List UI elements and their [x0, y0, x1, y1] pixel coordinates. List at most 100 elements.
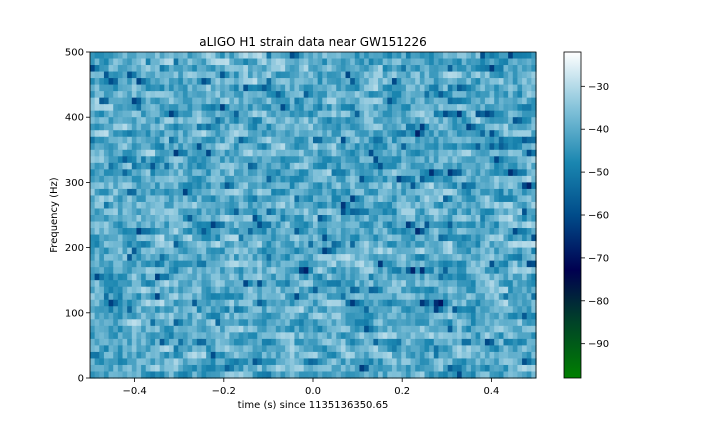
heatmap-cell — [215, 143, 221, 151]
heatmap-cell — [359, 91, 365, 99]
heatmap-cell — [243, 286, 249, 294]
heatmap-cell — [354, 345, 361, 353]
heatmap-cell — [145, 254, 151, 262]
heatmap-cell — [354, 208, 361, 216]
heatmap-cell — [220, 228, 226, 236]
heatmap-cell — [243, 247, 249, 255]
heatmap-cell — [108, 169, 114, 177]
heatmap-cell — [443, 312, 449, 320]
heatmap-cell — [220, 117, 226, 125]
heatmap-cell — [90, 58, 96, 66]
heatmap-cell — [331, 371, 337, 379]
heatmap-cell — [103, 201, 110, 210]
heatmap-cell — [331, 91, 337, 99]
heatmap-cell — [280, 280, 286, 288]
heatmap-cell — [196, 156, 203, 164]
heatmap-cell — [192, 188, 198, 197]
heatmap-cell — [261, 273, 268, 281]
heatmap-cell — [178, 319, 184, 327]
heatmap-cell — [196, 78, 203, 86]
heatmap-cell — [326, 84, 333, 92]
heatmap-cell — [173, 241, 179, 249]
heatmap-cell — [294, 280, 300, 288]
heatmap-cell — [303, 91, 309, 99]
heatmap-cell — [299, 273, 305, 281]
heatmap-cell — [145, 52, 151, 60]
heatmap-cell — [498, 188, 505, 197]
heatmap-cell — [252, 130, 258, 138]
heatmap-cell — [168, 332, 175, 340]
heatmap-cell — [373, 201, 379, 210]
heatmap-cell — [517, 286, 523, 294]
heatmap-cell — [368, 247, 374, 255]
heatmap-cell — [261, 260, 268, 268]
heatmap-cell — [419, 332, 426, 340]
heatmap-cell — [178, 312, 184, 320]
heatmap-cell — [391, 143, 398, 151]
heatmap-cell — [275, 371, 282, 379]
heatmap-cell — [108, 241, 114, 249]
heatmap-cell — [127, 319, 133, 327]
heatmap-cell — [113, 91, 119, 99]
heatmap-cell — [303, 156, 309, 164]
heatmap-cell — [196, 332, 203, 340]
heatmap-cell — [173, 325, 179, 333]
heatmap-cell — [201, 273, 207, 281]
heatmap-cell — [289, 117, 296, 125]
heatmap-cell — [494, 338, 500, 346]
heatmap-cell — [303, 169, 309, 177]
heatmap-cell — [345, 312, 351, 320]
heatmap-cell — [317, 123, 323, 131]
heatmap-cell — [275, 345, 282, 353]
heatmap-cell — [178, 104, 184, 112]
heatmap-cell — [512, 156, 519, 164]
heatmap-cell — [522, 273, 528, 281]
heatmap-cell — [113, 182, 119, 190]
heatmap-cell — [470, 162, 477, 170]
heatmap-cell — [210, 143, 217, 151]
heatmap-cell — [173, 215, 179, 223]
heatmap-cell — [308, 104, 314, 112]
heatmap-cell — [331, 208, 337, 216]
heatmap-cell — [354, 130, 361, 138]
heatmap-cell — [196, 65, 203, 73]
heatmap-cell — [470, 371, 477, 379]
heatmap-cell — [326, 156, 333, 164]
heatmap-cell — [429, 143, 435, 151]
heatmap-cell — [336, 371, 342, 379]
heatmap-cell — [350, 182, 356, 190]
heatmap-cell — [364, 371, 370, 379]
heatmap-cell — [294, 156, 300, 164]
heatmap-cell — [178, 351, 184, 360]
heatmap-cell — [131, 110, 138, 118]
heatmap-cell — [531, 188, 537, 197]
heatmap-cell — [512, 91, 519, 99]
heatmap-cell — [526, 84, 532, 92]
heatmap-cell — [215, 345, 221, 353]
heatmap-cell — [326, 306, 333, 314]
heatmap-cell — [289, 351, 296, 360]
x-axis-label: time (s) since 1135136350.65 — [238, 400, 389, 411]
heatmap-cell — [136, 319, 142, 327]
heatmap-cell — [531, 345, 537, 353]
heatmap-cell — [433, 84, 440, 92]
heatmap-cell — [271, 319, 277, 327]
heatmap-cell — [457, 97, 463, 105]
heatmap-cell — [299, 260, 305, 268]
heatmap-cell — [498, 123, 505, 131]
heatmap-cell — [210, 234, 217, 242]
heatmap-cell — [90, 299, 96, 307]
heatmap-cell — [275, 325, 282, 333]
heatmap-cell — [438, 104, 444, 112]
heatmap-cell — [475, 91, 481, 99]
heatmap-cell — [150, 338, 156, 346]
heatmap-cell — [461, 201, 467, 210]
heatmap-cell — [215, 371, 221, 379]
heatmap-cell — [405, 78, 412, 86]
heatmap-cell — [391, 228, 398, 236]
heatmap-cell — [122, 58, 128, 66]
heatmap-cell — [99, 149, 105, 157]
heatmap-cell — [308, 221, 314, 229]
heatmap-cell — [192, 84, 198, 92]
heatmap-cell — [345, 143, 351, 151]
